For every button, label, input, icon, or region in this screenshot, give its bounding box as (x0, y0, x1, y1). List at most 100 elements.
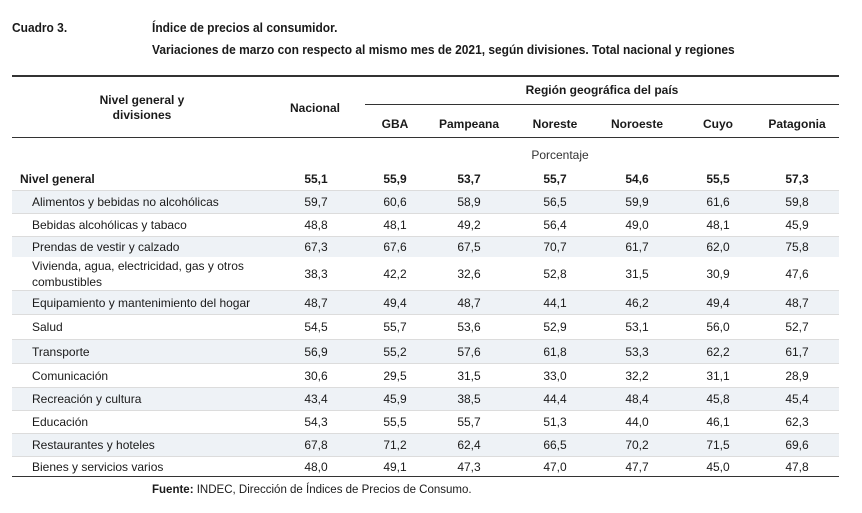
row-label: Comunicación (32, 369, 109, 383)
value-cell: 54,6 (625, 172, 649, 186)
value-cell: 38,5 (457, 392, 481, 406)
value-cell: 55,7 (383, 320, 407, 334)
value-cell: 48,7 (304, 296, 328, 310)
value-cell: 45,8 (706, 392, 730, 406)
table-title: Índice de precios al consumidor. (152, 20, 338, 35)
value-cell: 32,6 (457, 267, 481, 281)
value-cell: 49,2 (457, 218, 481, 232)
value-cell: 56,9 (304, 345, 328, 359)
unit-label: Porcentaje (531, 148, 589, 162)
row-label: Transporte (32, 345, 90, 359)
value-cell: 62,3 (785, 415, 809, 429)
value-cell: 48,1 (706, 218, 730, 232)
value-cell: 48,7 (457, 296, 481, 310)
value-cell: 31,5 (625, 267, 649, 281)
value-cell: 46,1 (706, 415, 730, 429)
region-rule (365, 104, 839, 105)
row-label: Restaurantes y hoteles (32, 438, 155, 452)
value-cell: 44,4 (543, 392, 567, 406)
row-separator (12, 236, 839, 237)
value-cell: 45,0 (706, 460, 730, 474)
row-separator (12, 290, 839, 291)
value-cell: 70,7 (543, 240, 567, 254)
table-row (12, 388, 839, 410)
value-cell: 59,7 (304, 195, 328, 209)
value-cell: 62,4 (457, 438, 481, 452)
source-label: Fuente: (152, 484, 194, 496)
table-row (12, 411, 839, 433)
value-cell: 61,8 (543, 345, 567, 359)
value-cell: 55,9 (383, 172, 407, 186)
row-label: Vivienda, agua, electricidad, gas y otro… (32, 259, 244, 273)
table-row (12, 291, 839, 314)
row-separator (12, 433, 839, 434)
value-cell: 61,6 (706, 195, 730, 209)
table-row (12, 340, 839, 363)
value-cell: 47,3 (457, 460, 481, 474)
value-cell: 53,7 (457, 172, 481, 186)
value-cell: 33,0 (543, 369, 567, 383)
table-row (12, 168, 839, 190)
row-separator (12, 339, 839, 340)
value-cell: 58,9 (457, 195, 481, 209)
value-cell: 56,5 (543, 195, 567, 209)
header-bottom-rule (12, 137, 839, 138)
value-cell: 67,8 (304, 438, 328, 452)
table-row (12, 214, 839, 236)
value-cell: 47,7 (625, 460, 649, 474)
value-cell: 61,7 (625, 240, 649, 254)
value-cell: 56,4 (543, 218, 567, 232)
value-cell: 67,6 (383, 240, 407, 254)
value-cell: 49,4 (706, 296, 730, 310)
value-cell: 52,9 (543, 320, 567, 334)
value-cell: 49,1 (383, 460, 407, 474)
value-cell: 55,1 (304, 172, 328, 186)
value-cell: 48,1 (383, 218, 407, 232)
column-noroeste: Noroeste (610, 117, 663, 131)
top-rule (12, 75, 839, 77)
value-cell: 44,0 (625, 415, 649, 429)
value-cell: 53,3 (625, 345, 649, 359)
value-cell: 69,6 (785, 438, 809, 452)
value-cell: 38,3 (304, 267, 328, 281)
value-cell: 30,9 (706, 267, 730, 281)
row-label: Prendas de vestir y calzado (32, 240, 180, 254)
column-label-line1: Nivel general y (99, 93, 185, 107)
row-separator (12, 410, 839, 411)
value-cell: 47,8 (785, 460, 809, 474)
row-label: Bebidas alcohólicas y tabaco (32, 218, 187, 232)
value-cell: 31,5 (457, 369, 481, 383)
row-separator (12, 213, 839, 214)
value-cell: 57,3 (785, 172, 809, 186)
column-label-line2: divisiones (112, 108, 172, 122)
value-cell: 67,3 (304, 240, 328, 254)
value-cell: 45,9 (383, 392, 407, 406)
source-text: INDEC, Dirección de Índices de Precios d… (196, 484, 472, 496)
value-cell: 43,4 (304, 392, 328, 406)
value-cell: 29,5 (383, 369, 407, 383)
value-cell: 55,7 (457, 415, 481, 429)
value-cell: 45,4 (785, 392, 809, 406)
region-group-header: Región geográfica del país (525, 83, 679, 97)
value-cell: 32,2 (625, 369, 649, 383)
value-cell: 62,2 (706, 345, 730, 359)
row-label: Recreación y cultura (32, 392, 142, 406)
value-cell: 55,7 (543, 172, 567, 186)
value-cell: 48,8 (304, 218, 328, 232)
value-cell: 62,0 (706, 240, 730, 254)
value-cell: 55,5 (383, 415, 407, 429)
table-row (12, 237, 839, 257)
value-cell: 66,5 (543, 438, 567, 452)
table-row (12, 434, 839, 456)
row-separator (12, 190, 839, 191)
table-row (12, 191, 839, 213)
value-cell: 47,0 (543, 460, 567, 474)
value-cell: 71,2 (383, 438, 407, 452)
column-nacional: Nacional (289, 101, 340, 115)
row-separator (12, 314, 839, 315)
row-label: Educación (32, 415, 89, 429)
value-cell: 59,9 (625, 195, 649, 209)
row-label: Nivel general (20, 172, 95, 186)
row-separator (12, 387, 839, 388)
value-cell: 51,3 (543, 415, 567, 429)
